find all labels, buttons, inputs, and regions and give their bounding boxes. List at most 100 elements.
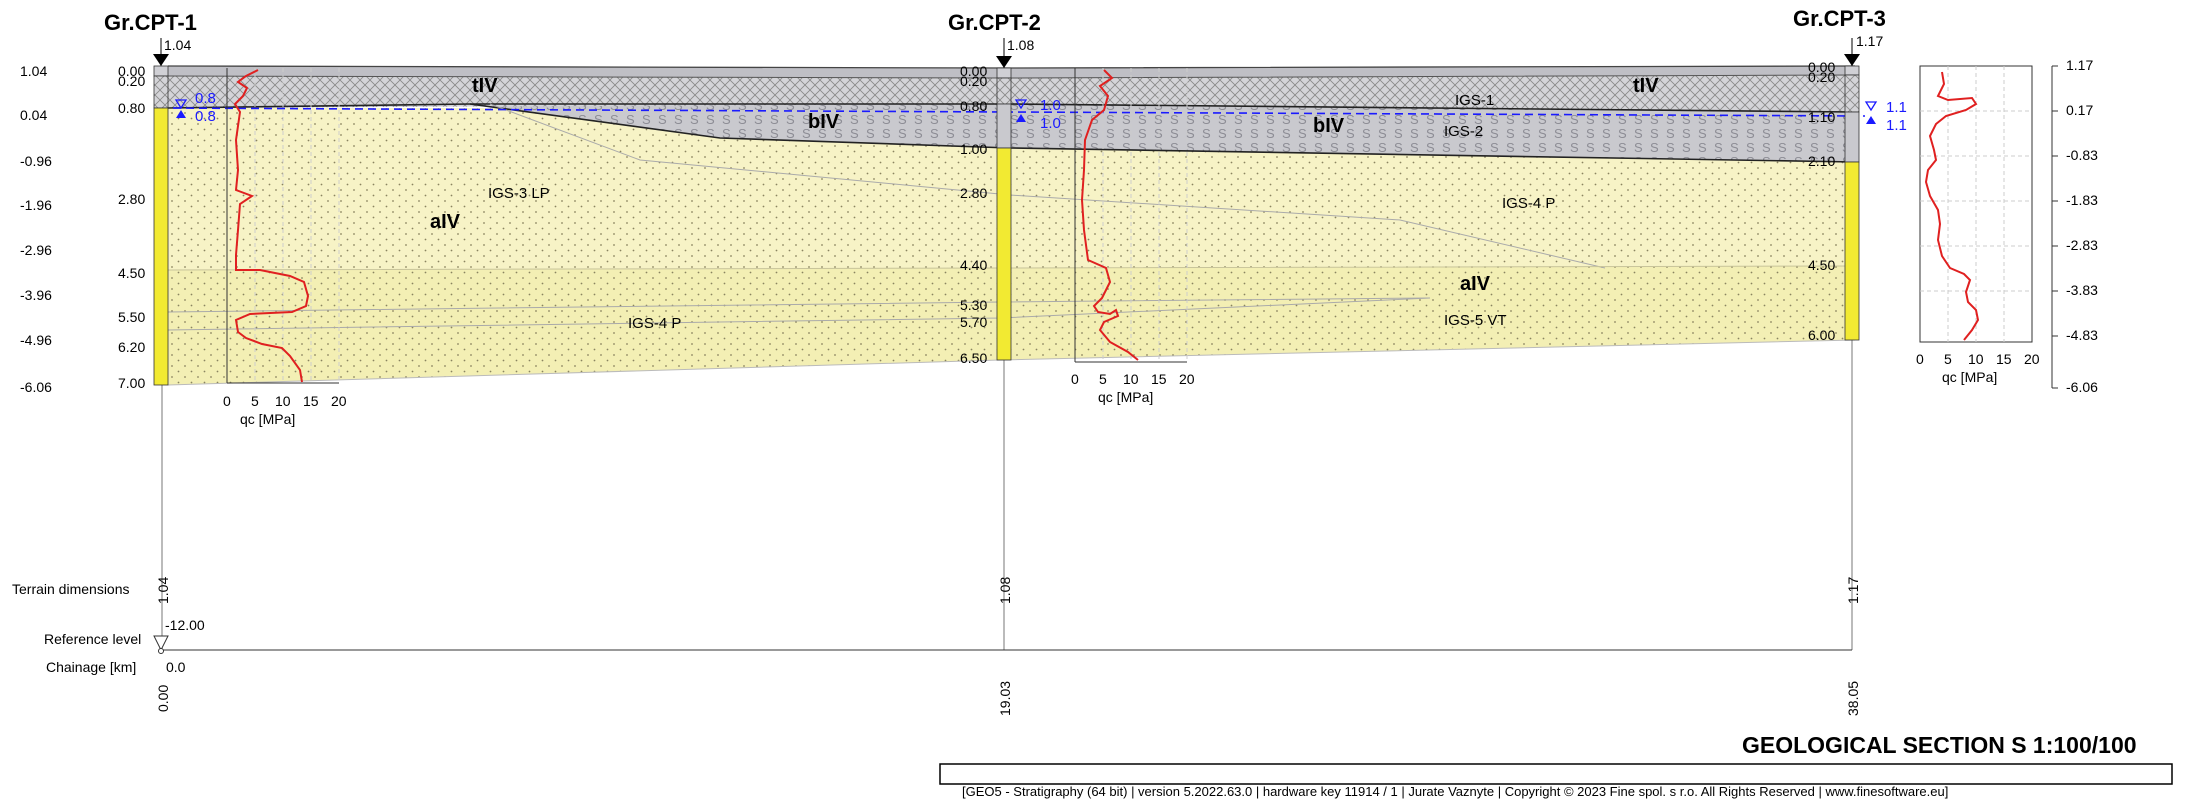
qc-tick: 0 (1916, 351, 1924, 367)
reference-level-label: Reference level (44, 631, 141, 647)
depth-label: 5.50 (118, 309, 145, 325)
gw-label: 1.0 (1040, 97, 1061, 114)
elevation-tick: -3.83 (2066, 282, 2098, 298)
depth-label: 2.80 (960, 185, 987, 201)
borehole-1-name: Gr.CPT-1 (104, 10, 197, 35)
depth-label: 0.20 (118, 73, 145, 89)
qc-tick: 10 (275, 393, 291, 409)
groundwater-markers: 0.8 0.8 1.0 1.0 1.1 1.1 (174, 90, 1907, 134)
qc-tick: 15 (1151, 371, 1167, 387)
borehole-3-elevation: 1.17 (1856, 33, 1883, 49)
boundary-tiv-base (167, 103, 1856, 113)
chainage-value: 0.00 (155, 685, 171, 712)
borehole-3-name: Gr.CPT-3 (1793, 6, 1886, 31)
borehole-2-elevation: 1.08 (1007, 37, 1034, 53)
qc-tick: 0 (223, 393, 231, 409)
depth-label: 6.20 (118, 339, 145, 355)
footer-copyright: [GEO5 - Stratigraphy (64 bit) | version … (962, 784, 1948, 799)
borehole-3-depths: 0.00 0.20 1.10 2.10 4.50 6.00 (1808, 59, 1835, 343)
qc-tick: 15 (303, 393, 319, 409)
qc-axis-label: qc [MPa] (1098, 389, 1153, 405)
elevation-tick: 0.17 (2066, 102, 2093, 118)
layer-label-igs5: IGS-5 VT (1444, 312, 1507, 329)
right-elevation-scale: 1.17 0.17 -0.83 -1.83 -2.83 -3.83 -4.83 … (2051, 57, 2098, 395)
layer-sand-lower-band (168, 266, 1855, 385)
layer-label-biv: bIV (808, 111, 840, 133)
layer-label-igs4: IGS-4 P (628, 315, 681, 332)
qc-tick: 15 (1996, 351, 2012, 367)
elevation-tick: -2.83 (2066, 237, 2098, 253)
qc-tick: 0 (1071, 371, 1079, 387)
depth-label: 4.40 (960, 257, 987, 273)
elevation-tick: -3.96 (20, 287, 52, 303)
terrain-dimensions-label: Terrain dimensions (12, 581, 130, 597)
elevation-tick: -6.06 (2066, 379, 2098, 395)
left-elevation-scale: 1.04 0.04 -0.96 -1.96 -2.96 -3.96 -4.96 … (20, 63, 52, 395)
depth-label: 2.80 (118, 191, 145, 207)
elevation-tick: 0.04 (20, 107, 47, 123)
layer-label-aiv: aIV (1460, 273, 1491, 295)
depth-label: 2.10 (1808, 153, 1835, 169)
borehole-2-depths: 0.00 0.20 0.80 1.00 2.80 4.40 5.30 5.70 … (960, 63, 987, 366)
depth-label: 4.50 (1808, 257, 1835, 273)
qc-axis-label: qc [MPa] (240, 411, 295, 427)
borehole-columns (153, 38, 1860, 386)
gw-label: 0.8 (195, 108, 216, 125)
section-title: GEOLOGICAL SECTION S 1:100/100 (1742, 732, 2137, 758)
borehole-labels: Gr.CPT-1 1.04 Gr.CPT-2 1.08 Gr.CPT-3 1.1… (104, 6, 1886, 53)
cpt-curve (1080, 69, 1139, 361)
depth-label: 1.00 (960, 141, 987, 157)
layer-label-igs3: IGS-3 LP (488, 185, 550, 202)
depth-label: 0.80 (960, 98, 987, 114)
cpt-profile-1: 0 5 10 15 20 qc [MPa] (223, 68, 347, 427)
depth-label: 0.80 (118, 100, 145, 116)
qc-tick: 20 (331, 393, 347, 409)
elevation-tick: -6.06 (20, 379, 52, 395)
chainage-value: 19.03 (997, 681, 1013, 716)
depth-label: 0.00 (960, 63, 987, 79)
layer-label-igs1: IGS-1 (1455, 92, 1494, 109)
layer-label-igs4: IGS-4 P (1502, 195, 1555, 212)
cpt-curve (1924, 71, 1980, 341)
reference-level-value: -12.00 (165, 617, 205, 633)
layer-label-biv: bIV (1313, 115, 1345, 137)
layer-biv-clay (470, 104, 1855, 162)
depth-label: 7.00 (118, 375, 145, 391)
elevation-tick: 1.17 (2066, 57, 2093, 73)
gw-label: 1.1 (1886, 99, 1907, 116)
depth-label: 6.50 (960, 350, 987, 366)
qc-tick: 20 (2024, 351, 2040, 367)
qc-tick: 10 (1123, 371, 1139, 387)
qc-tick: 10 (1968, 351, 1984, 367)
elevation-tick: -0.83 (2066, 147, 2098, 163)
elevation-tick: -2.96 (20, 242, 52, 258)
qc-tick: 5 (1099, 371, 1107, 387)
elevation-tick: -1.96 (20, 197, 52, 213)
depth-label: 0.20 (960, 73, 987, 89)
depth-label: 4.50 (118, 265, 145, 281)
depth-label: 5.70 (960, 314, 987, 330)
bottom-axis: Terrain dimensions Reference level Chain… (12, 577, 1861, 716)
layer-label-aiv: aIV (430, 211, 461, 233)
depth-label: 0.20 (1808, 69, 1835, 85)
cpt-profile-2: 0 5 10 15 20 qc [MPa] (1071, 68, 1195, 405)
depth-label: 6.00 (1808, 327, 1835, 343)
borehole-1-depths: 0.00 0.20 0.80 2.80 4.50 5.50 6.20 7.00 (118, 63, 145, 391)
layer-label-igs2: IGS-2 (1444, 123, 1483, 140)
section-layers (159, 65, 1866, 386)
terrain-dimension-value: 1.04 (155, 577, 171, 604)
qc-tick: 20 (1179, 371, 1195, 387)
title-box (939, 763, 2173, 785)
borehole-1-elevation: 1.04 (164, 37, 191, 53)
elevation-tick: -1.83 (2066, 192, 2098, 208)
terrain-dimension-value: 1.08 (997, 577, 1013, 604)
depth-label: 0.00 (118, 63, 145, 79)
qc-axis-label: qc [MPa] (1942, 369, 1997, 385)
elevation-tick: 1.04 (20, 63, 47, 79)
depth-label: 0.00 (1808, 59, 1835, 75)
layer-top-cover (168, 66, 1855, 78)
elevation-tick: -4.96 (20, 332, 52, 348)
chainage-label: Chainage [km] (46, 659, 136, 675)
depth-label: 5.30 (960, 297, 987, 313)
